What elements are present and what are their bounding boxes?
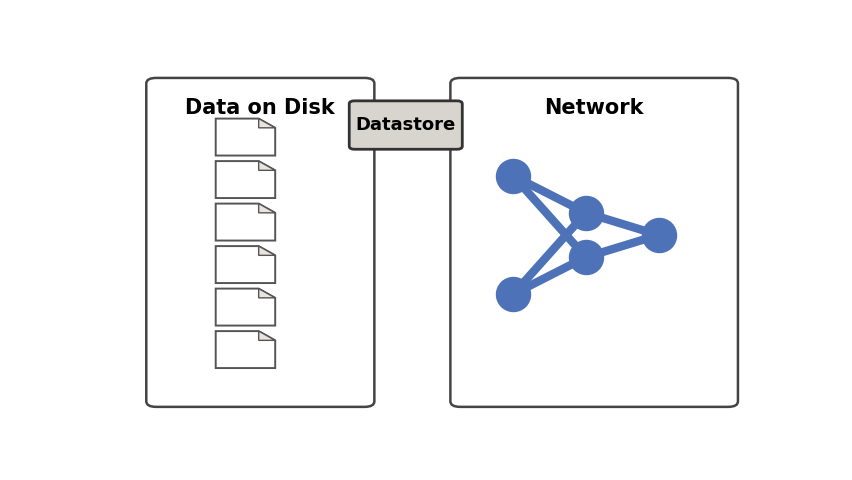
Polygon shape [258,119,275,128]
FancyBboxPatch shape [450,78,737,407]
Polygon shape [258,288,275,298]
Text: Data on Disk: Data on Disk [185,98,335,118]
Polygon shape [258,246,275,255]
Point [651,231,665,239]
Polygon shape [216,204,275,240]
Text: Datastore: Datastore [355,116,455,134]
Polygon shape [216,119,275,156]
Text: Network: Network [544,98,643,118]
Point [506,290,520,298]
Polygon shape [216,246,275,283]
FancyBboxPatch shape [348,101,462,149]
Point [579,209,592,216]
Polygon shape [216,288,275,325]
Polygon shape [216,331,275,368]
Polygon shape [216,161,275,198]
Polygon shape [258,331,275,340]
FancyBboxPatch shape [147,78,374,407]
Point [506,172,520,180]
Polygon shape [258,204,275,213]
Point [579,253,592,261]
Polygon shape [258,161,275,170]
